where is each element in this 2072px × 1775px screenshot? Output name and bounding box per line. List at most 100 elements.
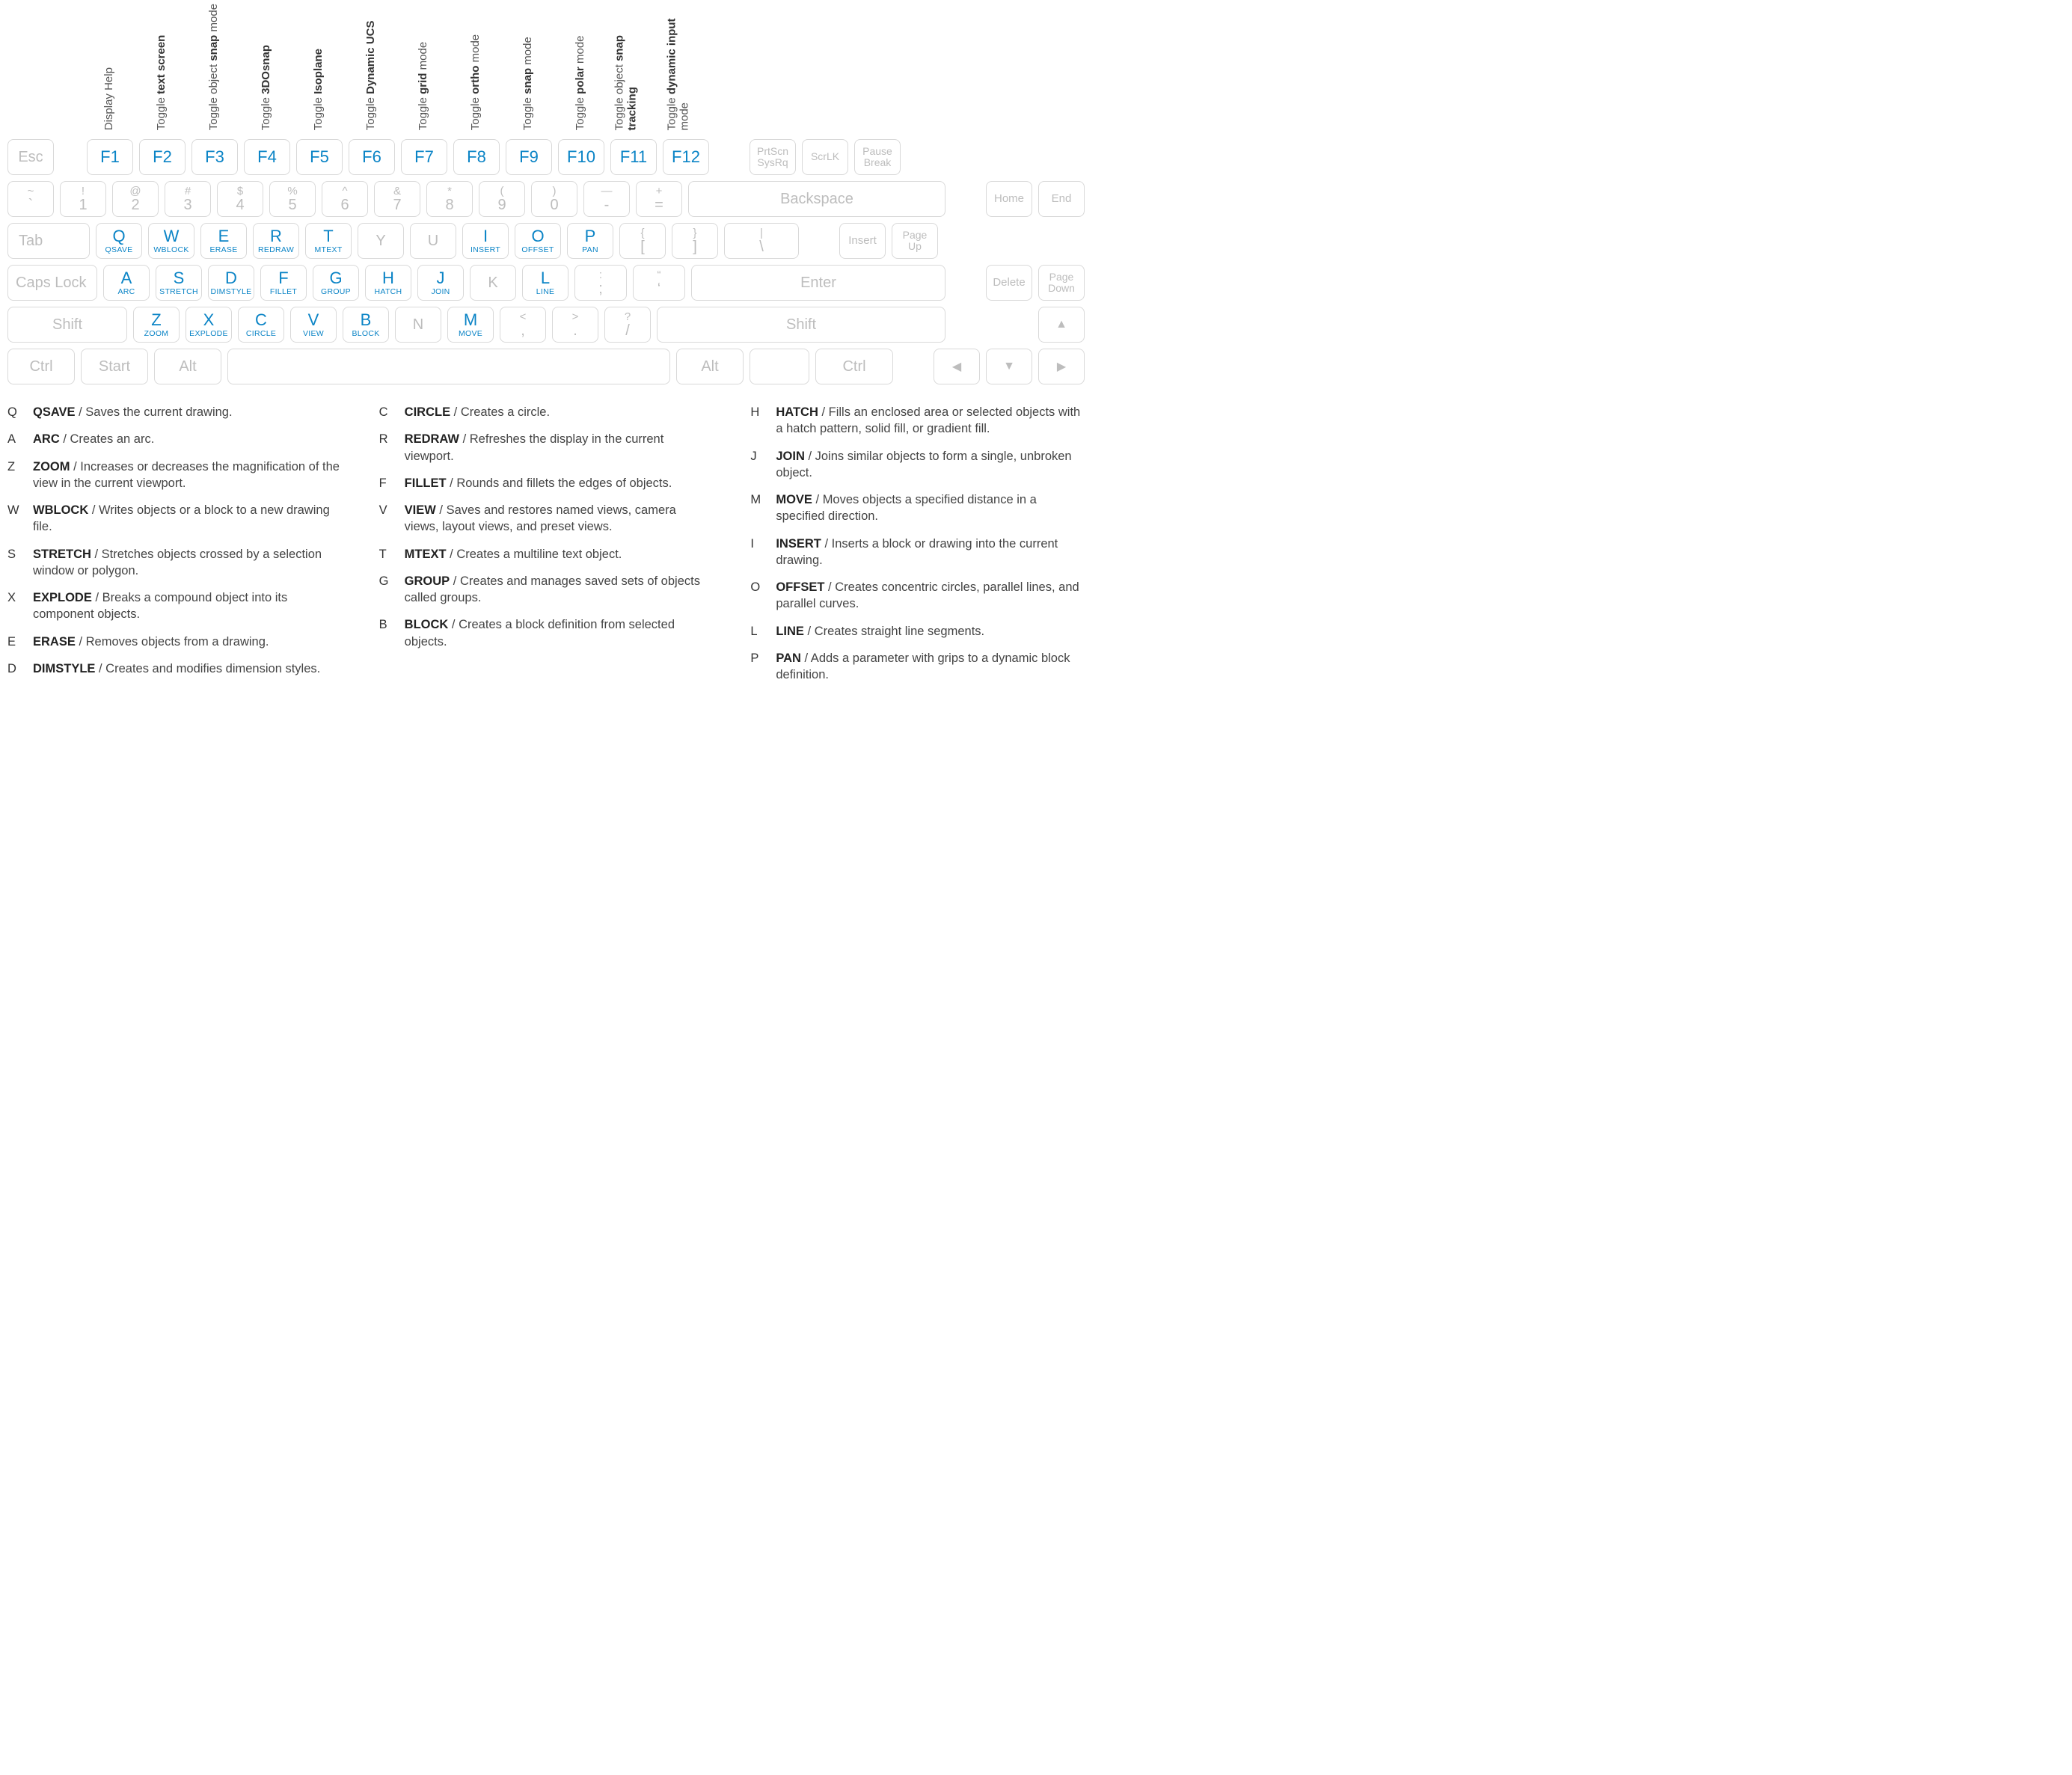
key-label-bot: [	[640, 239, 645, 255]
key-enter: Enter	[691, 265, 945, 301]
shortcut-key: Q	[7, 404, 22, 420]
key-g: GGROUP	[313, 265, 359, 301]
shortcut-text: JOIN / Joins similar objects to form a s…	[776, 448, 1085, 482]
shortcut-text: MTEXT / Creates a multiline text object.	[405, 546, 622, 562]
key-arrow-right: ▶	[1038, 349, 1085, 384]
fkey-description: Toggle 3DOsnap	[260, 3, 272, 130]
shortcut-item: VVIEW / Saves and restores named views, …	[379, 502, 714, 536]
key-b: BBLOCK	[343, 307, 389, 343]
fkey-description: Toggle ortho mode	[469, 3, 482, 130]
kb-row-mods: Ctrl Start Alt Alt Ctrl ◀ ▼ ▶	[7, 349, 1085, 384]
key-f10: F10	[558, 139, 604, 175]
key-label-bot: 0	[550, 197, 558, 213]
shortcut-item: PPAN / Adds a parameter with grips to a …	[750, 650, 1085, 684]
key-command: VIEW	[303, 329, 324, 338]
key-label-bot: .	[573, 322, 577, 339]
key-label: Z	[151, 312, 161, 328]
kb-row-qwerty: Tab QQSAVEWWBLOCKEERASERREDRAWTMTEXTYUII…	[7, 223, 1085, 259]
key-punct: }]	[672, 223, 718, 259]
key-u: U	[410, 223, 456, 259]
key-label: F12	[672, 149, 700, 165]
shortcut-key: F	[379, 475, 394, 491]
key-label: M	[464, 312, 477, 328]
shortcut-text: GROUP / Creates and manages saved sets o…	[405, 573, 714, 607]
label: Page	[903, 230, 928, 241]
label: Up	[908, 241, 922, 252]
number-keys: ~`!1@2#3$4%5^6&7*8(9)0—-+=	[7, 181, 682, 217]
shortcut-item: IINSERT / Inserts a block or drawing int…	[750, 536, 1085, 569]
key-command: ERASE	[209, 245, 237, 254]
shortcut-text: QSAVE / Saves the current drawing.	[33, 404, 233, 420]
key-command: INSERT	[471, 245, 500, 254]
key-k: K	[470, 265, 516, 301]
key-label-top: —	[601, 186, 613, 197]
shortcut-text: REDRAW / Refreshes the display in the cu…	[405, 431, 714, 465]
key-a: AARC	[103, 265, 150, 301]
shortcut-key: S	[7, 546, 22, 580]
key-label-bot: 4	[236, 197, 244, 213]
fkey-description: Toggle snap mode	[521, 3, 534, 130]
key-label-bot: -	[604, 197, 610, 213]
key-label: L	[541, 270, 550, 286]
key-label: F3	[205, 149, 224, 165]
key-command: CIRCLE	[246, 329, 276, 338]
key-4: $4	[217, 181, 263, 217]
shortcut-key: I	[750, 536, 765, 569]
key-z: ZZOOM	[133, 307, 180, 343]
key-label: F11	[620, 149, 647, 165]
key-alt-left: Alt	[154, 349, 221, 384]
letter-keys: QQSAVEWWBLOCKEERASERREDRAWTMTEXTYUIINSER…	[96, 223, 613, 259]
key-ctrl-left: Ctrl	[7, 349, 75, 384]
shortcut-key: J	[750, 448, 765, 482]
key-label: B	[361, 312, 372, 328]
shortcut-item: EERASE / Removes objects from a drawing.	[7, 634, 342, 650]
letter-keys: ZZOOMXEXPLODECCIRCLEVVIEWBBLOCKNMMOVE	[133, 307, 494, 343]
key-v: VVIEW	[290, 307, 337, 343]
key-label: R	[270, 228, 282, 245]
shortcut-item: BBLOCK / Creates a block definition from…	[379, 616, 714, 650]
key-label-bot: /	[625, 322, 630, 339]
key-label-top: #	[185, 186, 191, 197]
key-command: EXPLODE	[189, 329, 228, 338]
key-label: F2	[153, 149, 172, 165]
key-p: PPAN	[567, 223, 613, 259]
shortcut-item: WWBLOCK / Writes objects or a block to a…	[7, 502, 342, 536]
desc-column: Q QSAVE / Saves the current drawing. AARC …	[7, 404, 342, 693]
shortcut-item: AARC / Creates an arc.	[7, 431, 342, 447]
key-capslock: Caps Lock	[7, 265, 97, 301]
key-label: F1	[100, 149, 120, 165]
key-label: C	[255, 312, 267, 328]
key-f4: F4	[244, 139, 290, 175]
key-label-top: }	[693, 227, 696, 239]
key-command: HATCH	[375, 287, 402, 296]
fkey-description: Toggle Dynamic UCS	[364, 3, 377, 130]
key-f9: F9	[506, 139, 552, 175]
shortcut-item: GGROUP / Creates and manages saved sets …	[379, 573, 714, 607]
shortcut-key: P	[750, 650, 765, 684]
shortcut-item: CCIRCLE / Creates a circle.	[379, 404, 714, 420]
key-punct: <,	[500, 307, 546, 343]
shortcut-text: ZOOM / Increases or decreases the magnif…	[33, 459, 342, 492]
key-alt-right: Alt	[676, 349, 744, 384]
fkeys-group: F1F2F3F4F5F6F7F8F9F10F11F12	[87, 139, 709, 175]
key-f8: F8	[453, 139, 500, 175]
key-label: F4	[257, 149, 277, 165]
key-label-bot: ‘	[658, 280, 660, 297]
key-label-bot: 1	[79, 197, 87, 213]
key-esc: Esc	[7, 139, 54, 175]
key-label-bot: \	[759, 239, 764, 255]
key-command: QSAVE	[105, 245, 133, 254]
key-label: F6	[362, 149, 381, 165]
key-label-top: {	[640, 227, 644, 239]
key-label: X	[203, 312, 215, 328]
key-i: IINSERT	[462, 223, 509, 259]
key-label-bot: 3	[183, 197, 191, 213]
key-label: Q	[112, 228, 125, 245]
desc-column: HHATCH / Fills an enclosed area or selec…	[750, 404, 1085, 693]
key-0: )0	[531, 181, 577, 217]
key-t: TMTEXT	[305, 223, 352, 259]
key-f3: F3	[191, 139, 238, 175]
key-label: J	[437, 270, 445, 286]
key-insert: Insert	[839, 223, 886, 259]
key-start: Start	[81, 349, 148, 384]
